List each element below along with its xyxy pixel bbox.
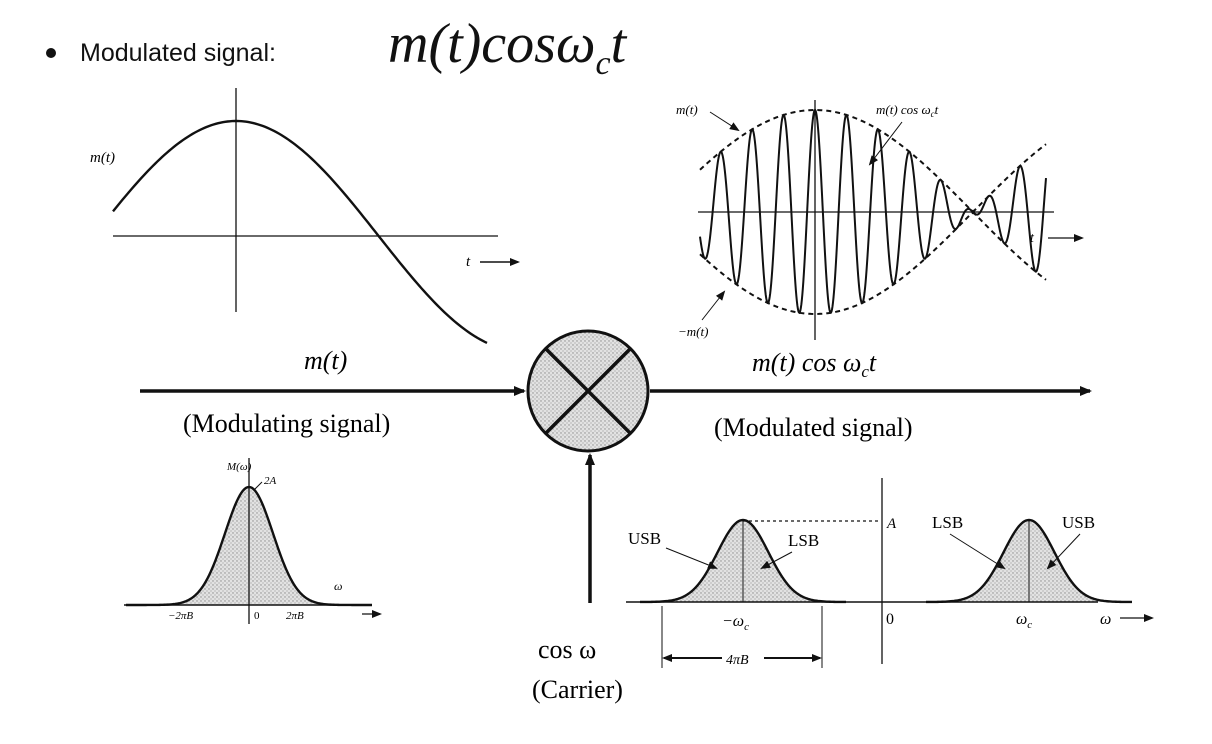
output-label-t: t (869, 348, 877, 377)
m-ylabel: m(t) (90, 150, 115, 166)
mod-xlabel: t (1030, 231, 1035, 246)
modulated-waveform (699, 108, 1047, 315)
mod-label-signal-sub: c (931, 109, 935, 119)
mod-label-signal-arrow (868, 121, 903, 166)
spectrum-lsb-left: LSB (788, 531, 819, 550)
bullet-label: Modulated signal: (80, 38, 276, 67)
multiplier-cross-b (544, 347, 632, 435)
spectrum-neg-center: −ωc (722, 613, 749, 633)
output-label-main: m(t) cos ω (752, 348, 861, 377)
usb-right-arrow (1046, 533, 1081, 570)
spectrum-neg-center-main: −ω (722, 613, 744, 630)
formula-sub: c (595, 45, 611, 82)
baseband-peak-label: 2A (264, 475, 277, 487)
carrier-caption: (Carrier) (532, 675, 623, 704)
lsb-left-arrow (760, 551, 793, 569)
carrier-label: cos ω (538, 635, 596, 664)
modulated-formula: m(t)cosωct (388, 12, 626, 83)
input-caption: (Modulating signal) (183, 409, 390, 438)
baseband-xlabel: ω (334, 579, 342, 593)
baseband-tick-neg: −2πB (168, 610, 193, 622)
output-caption: (Modulated signal) (714, 413, 913, 442)
output-label: m(t) cos ωct (752, 348, 877, 381)
message-signal-plot: m(t) t (90, 88, 520, 344)
output-label-sub: c (861, 362, 869, 381)
spectrum-xlabel: ω (1100, 611, 1111, 628)
mod-label-neg-envelope: −m(t) (678, 324, 708, 339)
envelope-negative (699, 211, 1047, 315)
formula-main: m(t)cos (388, 13, 556, 75)
message-curve (112, 119, 488, 344)
baseband-tick-pos: 2πB (286, 610, 304, 622)
baseband-spectrum: M(ω) 2A ω −2πB 0 2πB (124, 458, 382, 624)
input-label: m(t) (304, 346, 347, 375)
mod-label-envelope-arrow (709, 111, 740, 132)
multiplier-block: m(t) (Modulating signal) m(t) cos ωct (M… (140, 329, 1092, 704)
bandwidth-label: 4πB (726, 653, 749, 668)
mod-label-signal-t: t (935, 102, 939, 117)
baseband-peak-pointer (253, 481, 263, 491)
modulated-spectrum: A USB LSB LSB USB −ωc 0 ωc ω 4πB (626, 478, 1154, 668)
spectrum-neg-center-sub: c (744, 621, 749, 633)
mod-label-neg-arrow (701, 290, 726, 321)
baseband-tick-zero: 0 (254, 610, 260, 622)
spectrum-usb-right: USB (1062, 513, 1095, 532)
spectrum-zero: 0 (886, 611, 894, 628)
lsb-right-arrow (949, 533, 1006, 570)
spectrum-pos-center: ωc (1016, 611, 1032, 631)
baseband-ylabel: M(ω) (226, 461, 252, 473)
usb-left-arrow (665, 547, 718, 569)
formula-t: t (610, 13, 627, 75)
spectrum-usb-left: USB (628, 529, 661, 548)
m-xlabel: t (466, 254, 471, 270)
formula-omega: ω (555, 13, 596, 75)
spectrum-pos-center-main: ω (1016, 611, 1027, 628)
spectrum-pos-center-sub: c (1027, 619, 1032, 631)
mod-label-signal-main: m(t) cos ω (876, 102, 931, 117)
mod-label-envelope: m(t) (676, 102, 698, 117)
bullet-dot (46, 48, 56, 58)
spectrum-peak-label: A (886, 516, 897, 532)
spectrum-lsb-right: LSB (932, 513, 963, 532)
mod-label-signal: m(t) cos ωct (876, 102, 939, 119)
bullet-row: Modulated signal: (46, 18, 276, 88)
modulated-signal-plot: m(t) m(t) cos ωct −m(t) t (676, 100, 1084, 340)
